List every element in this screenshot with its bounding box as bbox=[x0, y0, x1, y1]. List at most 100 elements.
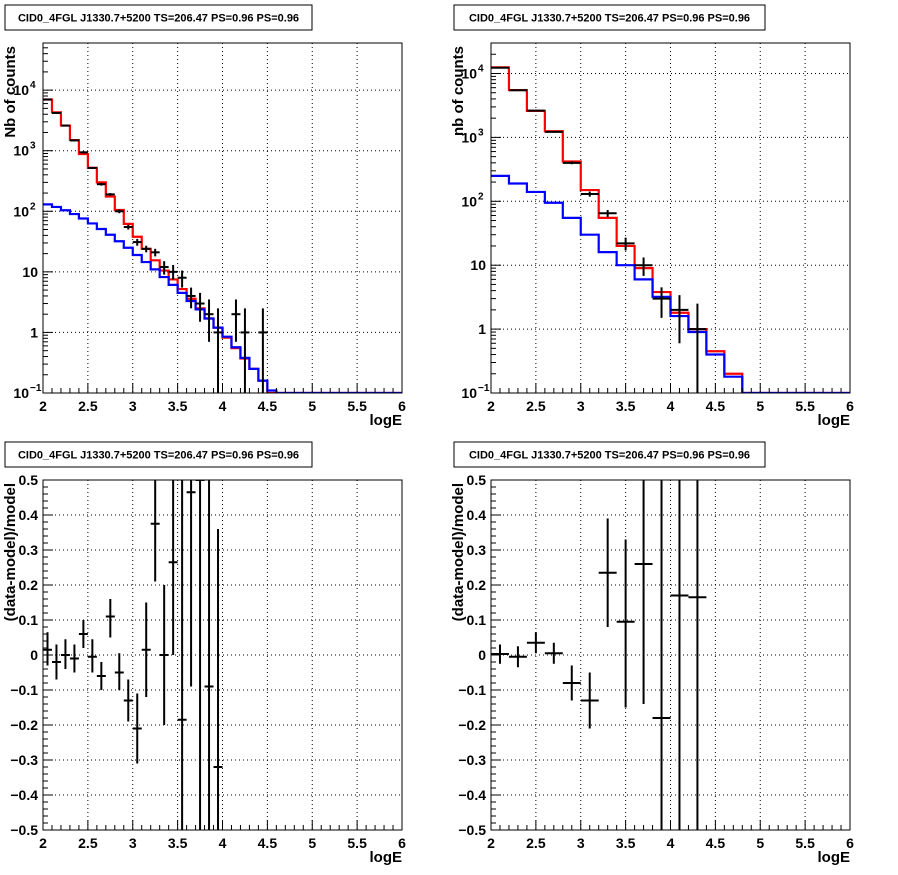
data-point bbox=[670, 295, 689, 344]
data-point bbox=[508, 646, 527, 668]
data-point bbox=[168, 264, 178, 280]
data-point bbox=[544, 642, 563, 664]
y-tick-label-exponent: 2 bbox=[478, 191, 484, 202]
data-point bbox=[562, 665, 581, 701]
y-tick-label: −0.1 bbox=[458, 682, 486, 698]
data-point bbox=[123, 679, 133, 722]
x-tick-label: 3.5 bbox=[616, 398, 636, 414]
data-point bbox=[616, 237, 635, 251]
data-point bbox=[240, 308, 250, 393]
chart-title: CID0_4FGL J1330.7+5200 TS=206.47 PS=0.96… bbox=[469, 13, 750, 25]
x-tick-label: 4 bbox=[219, 398, 227, 414]
y-tick-label-exponent: 3 bbox=[478, 127, 484, 138]
y-tick-label-exponent: 4 bbox=[478, 63, 484, 74]
y-axis-label: (data-model)/model bbox=[2, 483, 19, 621]
x-tick-label: 2.5 bbox=[526, 835, 546, 851]
data-point bbox=[123, 224, 133, 230]
y-tick-label: 0.1 bbox=[19, 612, 39, 628]
y-tick-label-exponent: −1 bbox=[478, 383, 490, 394]
x-axis-label: logE bbox=[818, 412, 851, 429]
data-point bbox=[231, 299, 241, 342]
y-tick-label: −0.5 bbox=[458, 822, 486, 838]
y-tick-label-base: 10 bbox=[13, 385, 29, 401]
y-tick-label-base: 10 bbox=[461, 129, 477, 145]
data-point bbox=[670, 480, 689, 830]
data-point bbox=[186, 480, 196, 687]
y-tick-label-base: 10 bbox=[13, 82, 29, 98]
x-tick-label: 4.5 bbox=[706, 835, 726, 851]
y-axis-label: (data-model)/model bbox=[450, 483, 467, 621]
data-point bbox=[634, 257, 653, 276]
data-point bbox=[195, 480, 205, 830]
y-tick-label: 0 bbox=[478, 647, 486, 663]
data-point bbox=[598, 210, 617, 217]
counts-panel-right: CID0_4FGL J1330.7+5200 TS=206.47 PS=0.96… bbox=[450, 4, 854, 429]
data-point bbox=[150, 480, 160, 582]
residuals-panel-right: CID0_4FGL J1330.7+5200 TS=206.47 PS=0.96… bbox=[450, 441, 854, 866]
data-point bbox=[114, 653, 124, 690]
data-point bbox=[213, 308, 223, 393]
y-tick-label-base: 10 bbox=[13, 203, 29, 219]
y-tick-label: 0.1 bbox=[467, 612, 487, 628]
plot-area bbox=[491, 480, 707, 830]
x-tick-label: 5 bbox=[308, 398, 316, 414]
y-tick-label: −0.3 bbox=[458, 752, 486, 768]
title-box bbox=[4, 4, 313, 31]
x-tick-label: 6 bbox=[398, 398, 406, 414]
x-tick-label: 4 bbox=[219, 835, 227, 851]
y-axis-label: Nb of counts bbox=[2, 46, 19, 138]
y-tick-label: −0.2 bbox=[10, 717, 38, 733]
data-point bbox=[616, 539, 635, 708]
data-point bbox=[580, 672, 599, 729]
x-tick-label: 5 bbox=[756, 398, 764, 414]
y-axis-label: nb of counts bbox=[450, 46, 467, 136]
y-tick-label: 0.5 bbox=[467, 472, 487, 488]
data-point bbox=[78, 620, 88, 648]
data-point bbox=[491, 66, 509, 69]
x-axis-label: logE bbox=[370, 849, 403, 866]
data-point bbox=[204, 299, 214, 342]
data-point bbox=[204, 480, 214, 830]
data-point bbox=[168, 480, 178, 655]
data-point bbox=[177, 480, 187, 830]
title-box bbox=[4, 441, 313, 468]
data-point bbox=[141, 602, 151, 697]
data-point bbox=[562, 161, 581, 165]
x-tick-label: 2.5 bbox=[78, 398, 98, 414]
data-point bbox=[60, 639, 70, 669]
counts-panel-left: CID0_4FGL J1330.7+5200 TS=206.47 PS=0.96… bbox=[2, 4, 406, 429]
y-tick-label-base: 10 bbox=[13, 143, 29, 159]
data-point bbox=[114, 209, 124, 214]
residuals-panel-left: CID0_4FGL J1330.7+5200 TS=206.47 PS=0.96… bbox=[2, 441, 406, 866]
data-point bbox=[195, 292, 205, 322]
data-point bbox=[132, 693, 142, 764]
data-point bbox=[213, 529, 223, 830]
data-point bbox=[177, 270, 187, 288]
data-point bbox=[491, 644, 509, 664]
data-point bbox=[652, 287, 671, 318]
x-tick-label: 4 bbox=[667, 835, 675, 851]
data-point bbox=[43, 632, 52, 666]
y-tick-label: 0.3 bbox=[19, 542, 39, 558]
x-tick-label: 3 bbox=[129, 835, 137, 851]
y-tick-label: 0.2 bbox=[19, 577, 39, 593]
data-point bbox=[526, 632, 545, 654]
data-point bbox=[688, 303, 707, 393]
data-point bbox=[105, 599, 115, 638]
title-box bbox=[453, 441, 766, 468]
x-axis-label: logE bbox=[370, 412, 403, 429]
data-point bbox=[96, 662, 106, 690]
x-tick-label: 3 bbox=[129, 398, 137, 414]
x-tick-label: 3.5 bbox=[616, 835, 636, 851]
data-point bbox=[159, 261, 169, 275]
data-point bbox=[87, 166, 97, 169]
data-point bbox=[526, 109, 545, 112]
x-tick-label: 4.5 bbox=[258, 398, 278, 414]
y-tick-label: −0.5 bbox=[10, 822, 38, 838]
data-point bbox=[150, 248, 160, 257]
chart-title: CID0_4FGL J1330.7+5200 TS=206.47 PS=0.96… bbox=[18, 450, 299, 462]
plot-area bbox=[43, 480, 223, 830]
data-point bbox=[105, 193, 115, 196]
y-tick-label: 0.2 bbox=[467, 577, 487, 593]
